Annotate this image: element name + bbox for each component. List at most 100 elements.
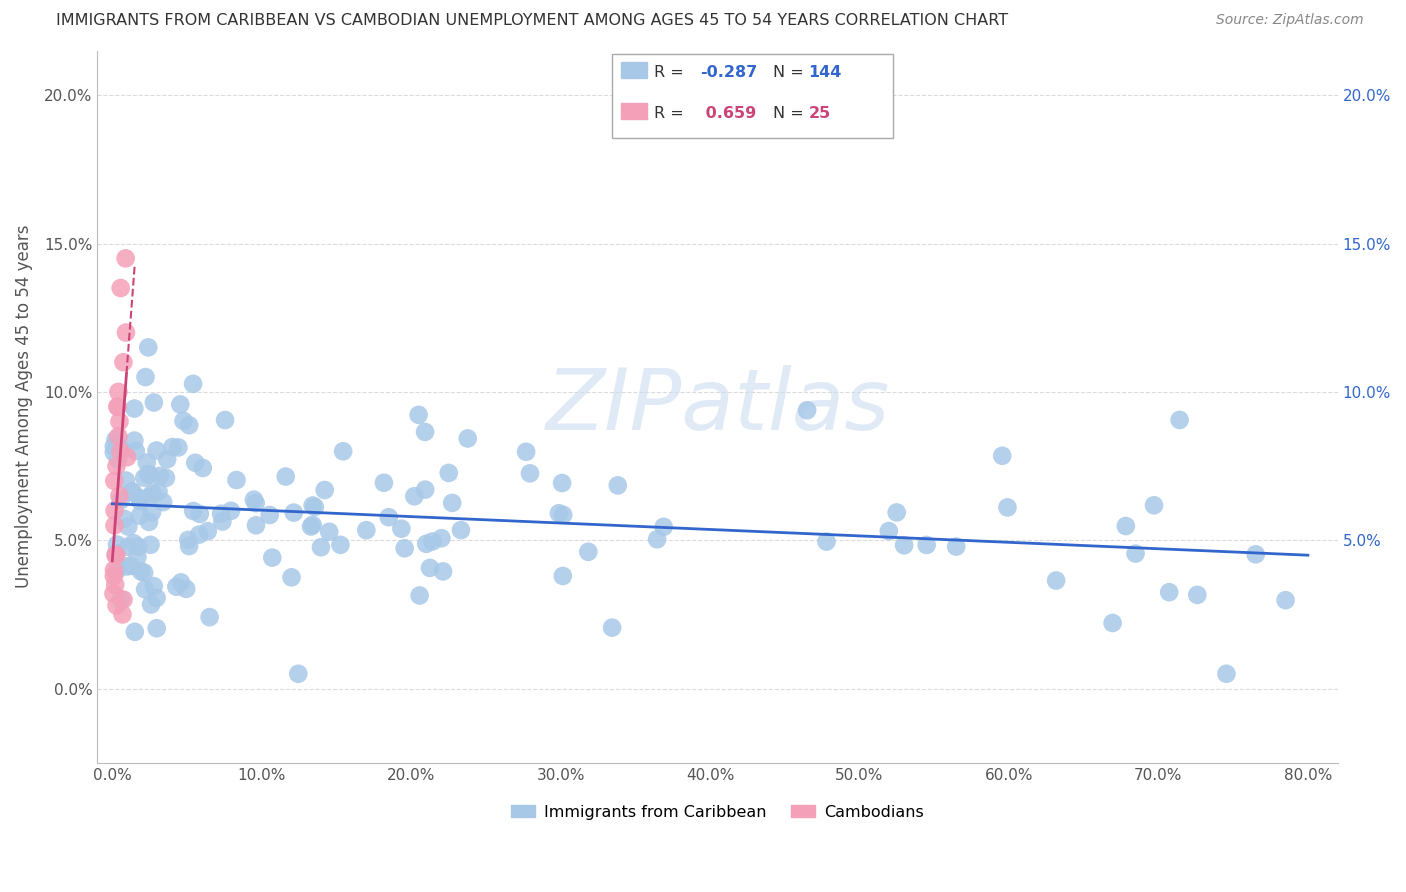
Point <box>124 434 146 448</box>
Point <box>1143 498 1166 512</box>
Point <box>134 470 156 484</box>
Text: R =: R = <box>654 106 689 121</box>
Point <box>125 444 148 458</box>
Point <box>110 281 132 295</box>
Point <box>110 444 132 458</box>
Point <box>103 439 125 453</box>
Point <box>280 570 302 584</box>
Point <box>945 540 967 554</box>
Point <box>181 376 204 391</box>
Point <box>991 449 1014 463</box>
Point <box>170 575 193 590</box>
Point <box>108 489 131 503</box>
Point <box>179 418 201 433</box>
Point <box>110 592 132 607</box>
Point <box>167 441 190 455</box>
Point <box>198 610 221 624</box>
Point <box>184 456 207 470</box>
Point <box>796 403 818 417</box>
Point <box>576 545 599 559</box>
Point <box>1159 585 1181 599</box>
Point <box>441 496 464 510</box>
Point <box>219 504 242 518</box>
Point <box>1045 574 1067 588</box>
Legend: Immigrants from Caribbean, Cambodians: Immigrants from Caribbean, Cambodians <box>505 798 931 826</box>
Point <box>115 450 138 465</box>
Text: IMMIGRANTS FROM CARIBBEAN VS CAMBODIAN UNEMPLOYMENT AMONG AGES 45 TO 54 YEARS CO: IMMIGRANTS FROM CARIBBEAN VS CAMBODIAN U… <box>56 13 1008 29</box>
Point <box>129 494 152 508</box>
Point <box>422 534 444 549</box>
Point <box>356 523 378 537</box>
Point <box>148 484 170 499</box>
Point <box>997 500 1019 515</box>
Point <box>177 533 200 547</box>
Point <box>117 519 139 533</box>
Text: 0.659: 0.659 <box>700 106 756 121</box>
Text: Source: ZipAtlas.com: Source: ZipAtlas.com <box>1216 13 1364 28</box>
Text: -0.287: -0.287 <box>700 65 758 80</box>
Point <box>309 541 332 555</box>
Point <box>915 538 938 552</box>
Point <box>104 548 127 562</box>
Point <box>128 491 150 505</box>
Point <box>107 429 129 443</box>
Point <box>893 538 915 552</box>
Point <box>103 587 125 601</box>
Point <box>107 452 129 467</box>
Point <box>122 536 145 550</box>
Point <box>600 621 623 635</box>
Point <box>112 592 135 607</box>
Point <box>815 534 838 549</box>
Point <box>304 500 326 514</box>
Point <box>139 598 162 612</box>
Point <box>121 484 143 499</box>
Point <box>283 506 305 520</box>
Point <box>104 433 127 447</box>
Point <box>152 495 174 509</box>
Point <box>877 524 900 538</box>
Point <box>103 474 125 488</box>
Point <box>1125 547 1147 561</box>
Point <box>142 579 165 593</box>
Point <box>120 558 142 573</box>
Point <box>408 589 430 603</box>
Text: 144: 144 <box>808 65 842 80</box>
Point <box>145 621 167 635</box>
Point <box>413 483 436 497</box>
Point <box>1101 615 1123 630</box>
Point <box>548 506 571 520</box>
Point <box>105 548 128 562</box>
Point <box>551 569 574 583</box>
Point <box>1274 593 1296 607</box>
Point <box>135 455 157 469</box>
Point <box>181 504 204 518</box>
Point <box>606 478 628 492</box>
Point <box>318 524 340 539</box>
Point <box>117 540 139 554</box>
Point <box>129 565 152 579</box>
Point <box>103 445 125 459</box>
Point <box>519 467 541 481</box>
Point <box>124 624 146 639</box>
Text: ZIPatlas: ZIPatlas <box>546 365 890 449</box>
Point <box>245 518 267 533</box>
Point <box>1187 588 1209 602</box>
Point <box>155 471 177 485</box>
Point <box>105 546 128 560</box>
Point <box>413 425 436 439</box>
Point <box>211 515 233 529</box>
Point <box>373 475 395 490</box>
Point <box>165 580 187 594</box>
Point <box>432 565 454 579</box>
Point <box>243 492 266 507</box>
Point <box>142 486 165 500</box>
Text: N =: N = <box>773 106 810 121</box>
Point <box>127 549 149 564</box>
Point <box>121 485 143 500</box>
Point <box>287 666 309 681</box>
Point <box>103 518 125 533</box>
Point <box>103 503 125 517</box>
Point <box>107 384 129 399</box>
Y-axis label: Unemployment Among Ages 45 to 54 years: Unemployment Among Ages 45 to 54 years <box>15 225 32 589</box>
Point <box>214 413 236 427</box>
